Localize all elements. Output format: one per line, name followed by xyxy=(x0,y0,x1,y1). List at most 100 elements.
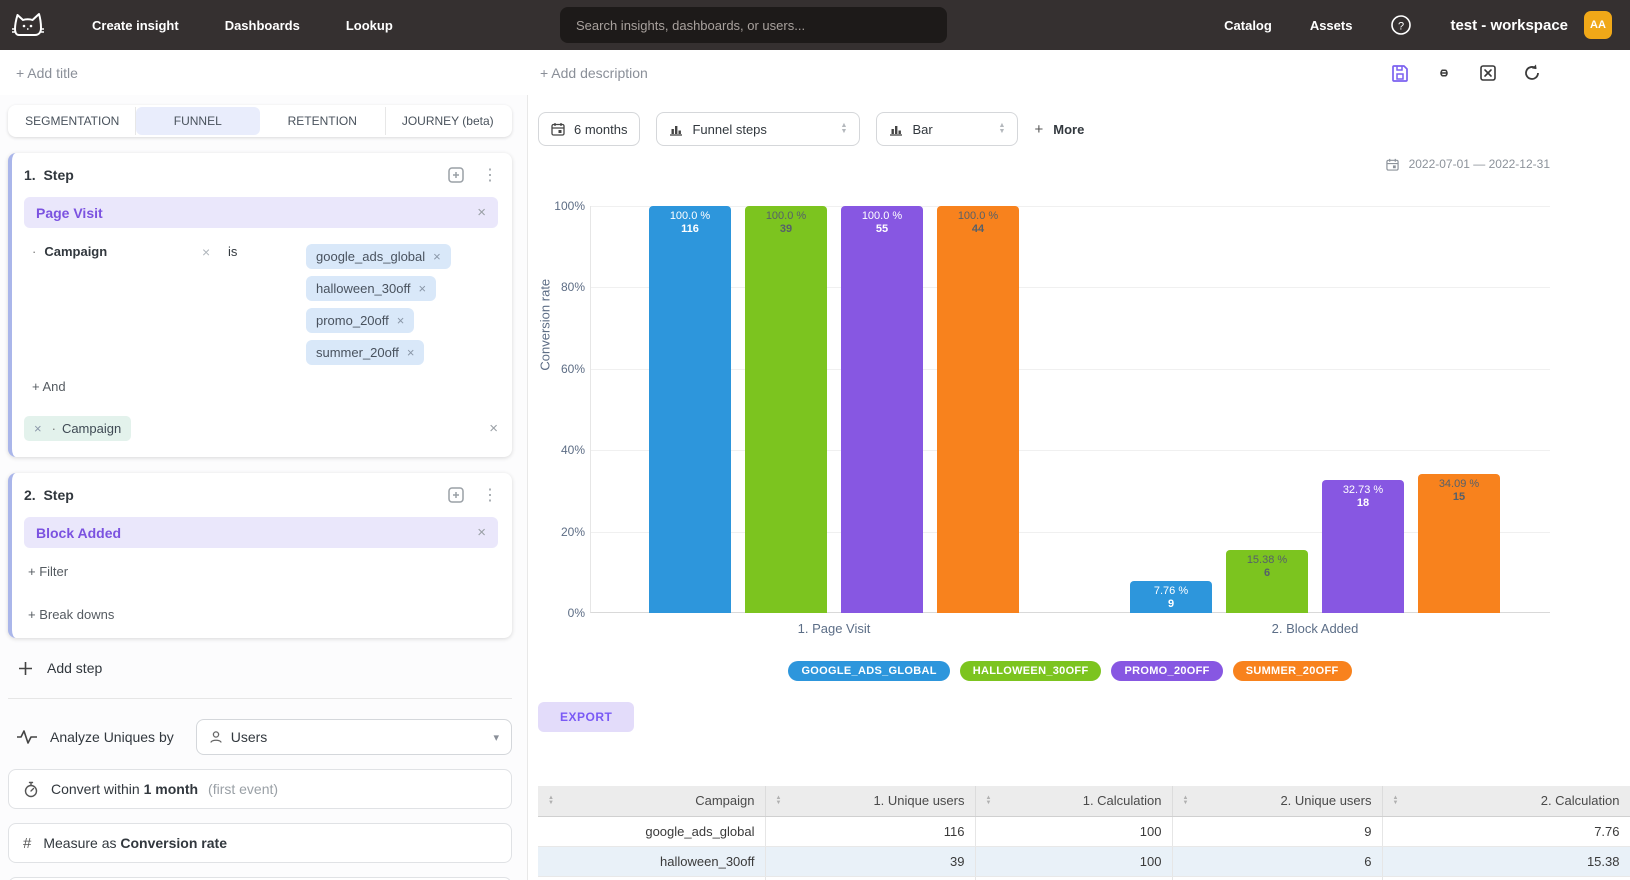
chip-remove-icon[interactable]: × xyxy=(433,249,441,264)
add-title-button[interactable]: + Add title xyxy=(16,64,78,81)
filter-value-chip[interactable]: google_ads_global × xyxy=(306,244,451,269)
chip-remove-icon[interactable]: × xyxy=(396,313,405,328)
nav-catalog[interactable]: Catalog xyxy=(1224,17,1272,33)
app-logo-cat-icon[interactable] xyxy=(10,9,46,41)
search-input[interactable] xyxy=(560,7,947,43)
date-range-button[interactable]: 6 months xyxy=(538,112,641,146)
save-icon[interactable] xyxy=(1390,63,1410,83)
legend-pill-google_ads_global[interactable]: GOOGLE_ADS_GLOBAL xyxy=(788,661,950,681)
breakdown-chip[interactable]: × · Campaign xyxy=(24,416,132,441)
bar-summer_20off-step2[interactable]: 34.09 % 15 xyxy=(1418,474,1500,613)
column-header[interactable]: ▲ ▼ 2. Calculation xyxy=(1382,786,1630,817)
analyze-entity-select[interactable]: Users ▾ xyxy=(195,719,512,755)
step-1-menu-icon[interactable]: ⋮ xyxy=(482,167,498,184)
sort-icon[interactable]: ▲ ▼ xyxy=(1392,794,1399,806)
column-header[interactable]: ▲ ▼ 2. Unique users xyxy=(1172,786,1383,817)
stopwatch-icon xyxy=(23,781,39,798)
table-cell: google_ads_global xyxy=(538,816,766,847)
nav-lookup[interactable]: Lookup xyxy=(345,17,393,33)
clear-icon[interactable] xyxy=(1478,63,1498,83)
select-stepper-icon-2: ▲ ▼ xyxy=(998,122,1006,135)
bar-promo_20off-step2[interactable]: 32.73 % 18 xyxy=(1322,480,1404,613)
bar-promo_20off-step1[interactable]: 100.0 % 55 xyxy=(841,206,923,613)
export-button[interactable]: EXPORT xyxy=(538,702,635,732)
bar-chart-icon-2 xyxy=(889,123,903,136)
table-cell: 7.76 xyxy=(1382,816,1630,847)
workspace-name[interactable]: test - workspace xyxy=(1450,16,1568,34)
bar-google_ads_global-step1[interactable]: 100.0 % 116 xyxy=(649,206,731,613)
filter-value-chip[interactable]: promo_20off × xyxy=(306,308,415,333)
step-1-event[interactable]: Page Visit × xyxy=(24,197,498,228)
bar-halloween_30off-step2[interactable]: 15.38 % 6 xyxy=(1226,550,1308,613)
bar-summer_20off-step1[interactable]: 100.0 % 44 xyxy=(937,206,1019,613)
person-icon xyxy=(209,730,223,744)
breakdown-row-remove-icon[interactable]: × xyxy=(489,420,498,437)
calendar-icon xyxy=(551,122,565,136)
gridline xyxy=(591,532,1550,533)
refresh-icon[interactable] xyxy=(1522,63,1542,83)
y-axis-tick: 80% xyxy=(560,280,585,294)
chart-type-select[interactable]: Bar ▲ ▼ xyxy=(876,112,1019,146)
tab-retention[interactable]: RETENTION xyxy=(260,107,386,135)
bar-value-label: 100.0 % 39 xyxy=(765,210,807,235)
breakdown-remove-icon[interactable]: × xyxy=(34,421,42,436)
add-event-icon[interactable] xyxy=(446,165,466,185)
add-filter-button[interactable]: + Filter xyxy=(28,564,69,579)
filter-operator[interactable]: is xyxy=(228,244,238,259)
help-icon[interactable]: ? xyxy=(1390,14,1412,36)
column-header[interactable]: ▲ ▼ 1. Unique users xyxy=(765,786,976,817)
bar-halloween_30off-step1[interactable]: 100.0 % 39 xyxy=(745,206,827,613)
chip-remove-icon[interactable]: × xyxy=(406,345,415,360)
nav-right: Catalog Assets ? test - workspace AA xyxy=(1224,11,1612,39)
step-2-menu-icon[interactable]: ⋮ xyxy=(482,487,498,504)
sort-icon[interactable]: ▲ ▼ xyxy=(548,794,554,806)
table-cell: 100 xyxy=(975,846,1173,877)
step-2-event[interactable]: Block Added × xyxy=(24,517,498,548)
chart-legend: GOOGLE_ADS_GLOBAL HALLOWEEN_30OFF PROMO_20… xyxy=(590,661,1550,681)
add-description-button[interactable]: + Add description xyxy=(540,64,648,81)
column-header[interactable]: ▲ ▼ Campaign xyxy=(538,786,766,817)
add-and-button[interactable]: + And xyxy=(32,379,66,394)
add-breakdowns-button[interactable]: + Break downs xyxy=(28,607,115,622)
filter-value-chip[interactable]: summer_20off × xyxy=(306,340,425,365)
breakdown-row: × · Campaign × xyxy=(24,416,498,441)
sort-icon[interactable]: ▲ ▼ xyxy=(985,794,992,806)
nav-dashboards[interactable]: Dashboards xyxy=(224,17,300,33)
step-1-event-remove-icon[interactable]: × xyxy=(477,204,486,221)
analyze-label: Analyze Uniques by xyxy=(50,729,174,745)
tab-journey-beta[interactable]: JOURNEY (beta) xyxy=(401,114,494,128)
step-2-event-name: Block Added xyxy=(36,524,122,541)
column-header-label: 1. Calculation xyxy=(1082,793,1162,809)
add-event-icon-2[interactable] xyxy=(446,485,466,505)
view-select[interactable]: Funnel steps ▲ ▼ xyxy=(656,112,861,146)
column-header[interactable]: ▲ ▼ 1. Calculation xyxy=(975,786,1173,817)
svg-text:?: ? xyxy=(1398,21,1404,33)
more-button[interactable]: + More xyxy=(1034,120,1085,138)
copy-link-icon[interactable] xyxy=(1434,63,1454,83)
table-cell: 6 xyxy=(1172,846,1383,877)
filter-value-chip[interactable]: halloween_30off × xyxy=(306,276,437,301)
tab-segmentation[interactable]: SEGMENTATION xyxy=(10,107,136,135)
bar-value-label: 32.73 % 18 xyxy=(1342,484,1384,509)
nav-links: Create insight Dashboards Lookup xyxy=(92,18,393,33)
legend-pill-promo_20off[interactable]: PROMO_20OFF xyxy=(1111,661,1223,681)
convert-within-setting[interactable]: Convert within 1 month (first event) xyxy=(8,769,512,809)
nav-create-insight[interactable]: Create insight xyxy=(92,17,179,33)
tab-funnel[interactable]: FUNNEL xyxy=(135,107,260,135)
funnel-config-panel: SEGMENTATION FUNNEL RETENTION JOURNEY (beta… xyxy=(0,95,528,880)
sort-icon[interactable]: ▲ ▼ xyxy=(775,794,782,806)
sort-icon[interactable]: ▲ ▼ xyxy=(1182,794,1189,806)
convert-hint: (first event) xyxy=(208,781,279,797)
step-1-event-name: Page Visit xyxy=(36,204,103,221)
bar-google_ads_global-step2[interactable]: 7.76 % 9 xyxy=(1130,581,1212,613)
user-avatar[interactable]: AA xyxy=(1584,11,1612,39)
nav-assets[interactable]: Assets xyxy=(1309,17,1353,33)
chip-remove-icon[interactable]: × xyxy=(418,281,427,296)
add-step-button[interactable]: Add step xyxy=(8,660,512,676)
filter-remove-icon[interactable]: × xyxy=(202,244,211,260)
filter-property[interactable]: · Campaign xyxy=(32,244,108,259)
step-2-event-remove-icon[interactable]: × xyxy=(477,524,486,541)
legend-pill-summer_20off[interactable]: SUMMER_20OFF xyxy=(1232,661,1352,681)
legend-pill-halloween_30off[interactable]: HALLOWEEN_30OFF xyxy=(959,661,1102,681)
measure-as-setting[interactable]: # Measure as Conversion rate xyxy=(8,823,512,863)
